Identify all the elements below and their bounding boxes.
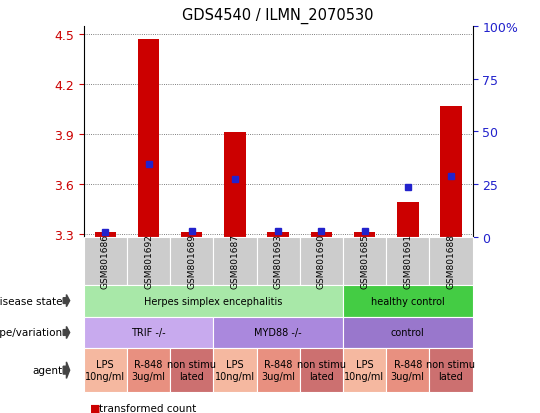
Text: ■: ■: [90, 403, 100, 413]
Bar: [267, 233, 289, 237]
Text: LPS
10ng/ml: LPS 10ng/ml: [345, 359, 384, 381]
Text: R-848
3ug/ml: R-848 3ug/ml: [391, 359, 424, 381]
Text: R-848
3ug/ml: R-848 3ug/ml: [261, 359, 295, 381]
Text: GSM801689: GSM801689: [187, 234, 196, 289]
Text: GSM801686: GSM801686: [101, 234, 110, 289]
Text: GSM801688: GSM801688: [447, 234, 455, 289]
Text: GSM801687: GSM801687: [231, 234, 239, 289]
Text: LPS
10ng/ml: LPS 10ng/ml: [85, 359, 125, 381]
Text: genotype/variation: genotype/variation: [0, 328, 62, 338]
Bar: [354, 233, 375, 237]
Text: control: control: [391, 328, 424, 338]
Bar: [310, 233, 332, 237]
Bar: [224, 133, 246, 237]
Bar: [440, 107, 462, 237]
Text: GSM801693: GSM801693: [274, 234, 282, 289]
Text: LPS
10ng/ml: LPS 10ng/ml: [215, 359, 255, 381]
Text: R-848
3ug/ml: R-848 3ug/ml: [132, 359, 165, 381]
Text: MYD88 -/-: MYD88 -/-: [254, 328, 302, 338]
Title: GDS4540 / ILMN_2070530: GDS4540 / ILMN_2070530: [183, 8, 374, 24]
Text: transformed count: transformed count: [99, 403, 196, 413]
Text: healthy control: healthy control: [371, 296, 444, 306]
Text: GSM801691: GSM801691: [403, 234, 412, 289]
Text: non stimu
lated: non stimu lated: [167, 359, 216, 381]
Text: TRIF -/-: TRIF -/-: [131, 328, 166, 338]
Text: disease state: disease state: [0, 296, 62, 306]
Bar: [181, 233, 202, 237]
Text: GSM801692: GSM801692: [144, 234, 153, 289]
Text: GSM801690: GSM801690: [317, 234, 326, 289]
Text: agent: agent: [32, 365, 62, 375]
Bar: [397, 203, 418, 237]
Bar: [94, 233, 116, 237]
Text: Herpes simplex encephalitis: Herpes simplex encephalitis: [144, 296, 282, 306]
Bar: [138, 40, 159, 237]
Text: GSM801685: GSM801685: [360, 234, 369, 289]
Text: non stimu
lated: non stimu lated: [297, 359, 346, 381]
Text: non stimu
lated: non stimu lated: [427, 359, 475, 381]
